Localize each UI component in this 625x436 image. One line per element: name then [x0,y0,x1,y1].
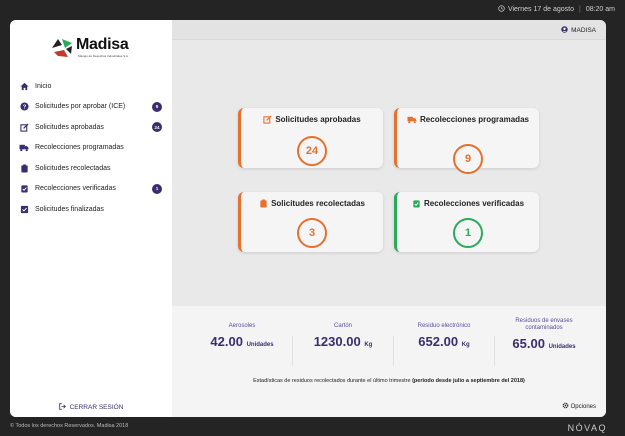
clipboard-check-icon [412,199,421,210]
sidebar-item-solicitudes-por-aprobar[interactable]: ? Solicitudes por aprobar (ICE) 9 [10,97,172,118]
home-icon [19,81,29,91]
stat-label: Aerosoles [228,323,256,329]
count-badge: 24 [152,122,162,132]
stat-unit: Kg [461,342,470,348]
top-bar: Viernes 17 de agosto | 08:20 am [0,0,625,20]
logout-button[interactable]: CERRAR SESIÓN [10,401,172,413]
vendor-logo: NÓVAQ [567,423,607,433]
card-count: 9 [453,144,483,174]
stat-residuo-electronico: Residuo electrónico 652.00 Kg [394,323,494,349]
clock-icon [498,5,505,14]
card-count: 3 [297,218,327,248]
sidebar-menu: Inicio ? Solicitudes por aprobar (ICE) 9… [10,76,172,220]
stat-unit: Unidades [548,344,576,350]
sidebar-item-recolecciones-programadas[interactable]: Recolecciones programadas [10,138,172,159]
sidebar-item-label: Recolecciones programadas [35,144,124,152]
card-title: Solicitudes aprobadas [275,115,361,124]
options-button[interactable]: Opciones [562,402,596,411]
edit-icon [263,115,272,126]
date-text: Viernes 17 de agosto [507,6,574,13]
clipboard-icon [259,199,268,210]
sidebar-item-inicio[interactable]: Inicio [10,76,172,97]
stat-aerosoles: Aerosoles 42.00 Unidades [192,323,292,349]
check-square-icon [19,204,29,214]
edit-icon [19,122,29,132]
stat-label: Cartón [333,323,352,329]
truck-icon [407,115,417,126]
stat-unit: Unidades [246,342,274,348]
clipboard-icon [19,163,29,173]
user-bar: MADISA [172,20,606,40]
card-count: 1 [453,218,483,248]
brand-tagline: Manejo de Desechos Industriales S.A. [78,54,129,58]
logo: Madisa Manejo de Desechos Industriales S… [50,36,140,62]
logo-icon [52,39,72,57]
card-recolecciones-verificadas[interactable]: Recolecciones verificadas 1 [394,192,539,252]
app-frame: Madisa Manejo de Desechos Industriales S… [10,20,606,417]
card-title: Recolecciones verificadas [423,199,525,208]
card-solicitudes-recolectadas[interactable]: Solicitudes recolectadas 3 [238,192,383,252]
stat-envases-contaminados: Residuos de envases contaminados 65.00 U… [494,318,594,351]
stats-note: Estadísticas de residuos recolectados du… [253,378,525,384]
stat-value: 652.00 [418,334,459,349]
card-solicitudes-aprobadas[interactable]: Solicitudes aprobadas 24 [238,108,383,168]
stat-carton: Cartón 1230.00 Kg [293,323,393,349]
sidebar-item-solicitudes-aprobadas[interactable]: Solicitudes aprobadas 24 [10,117,172,138]
svg-text:?: ? [22,105,26,111]
datetime: Viernes 17 de agosto | 08:20 am [498,5,615,14]
sidebar-item-solicitudes-finalizadas[interactable]: Solicitudes finalizadas [10,199,172,220]
sidebar-item-recolecciones-verificadas[interactable]: Recolecciones verificadas 1 [10,179,172,200]
stat-label: Residuos de envases contaminados [515,318,573,331]
truck-icon [19,143,29,153]
count-badge: 9 [152,101,162,112]
logout-label: CERRAR SESIÓN [69,403,124,411]
stat-value: 1230.00 [313,334,361,349]
sidebar-item-solicitudes-recolectadas[interactable]: Solicitudes recolectadas [10,158,172,179]
card-title: Solicitudes recolectadas [271,199,365,208]
sidebar-item-label: Solicitudes aprobadas [35,123,104,131]
time-text: 08:20 am [585,6,615,13]
count-badge: 1 [152,183,162,194]
stat-value: 42.00 [210,334,243,349]
card-recolecciones-programadas[interactable]: Recolecciones programadas 9 [394,108,539,174]
question-icon: ? [19,102,29,112]
stat-label: Residuo electrónico [417,323,471,329]
sidebar-item-label: Solicitudes recolectadas [35,164,111,172]
gear-icon [562,402,569,411]
card-count: 24 [297,136,327,166]
stats-period: (periodo desde julio a septiembre del 20… [412,378,525,384]
stat-unit: Kg [364,342,373,348]
user-icon [561,26,568,35]
card-title: Recolecciones programadas [420,115,529,124]
user-menu[interactable]: MADISA [561,26,596,35]
stat-value: 65.00 [512,336,545,351]
stats-panel: Aerosoles 42.00 Unidades Cartón 1230.00 … [172,306,606,417]
brand-name: Madisa [76,36,129,53]
sidebar-item-label: Solicitudes por aprobar (ICE) [35,103,126,111]
sidebar-item-label: Solicitudes finalizadas [35,205,104,213]
sign-out-icon [58,402,66,412]
sidebar-item-label: Inicio [35,82,52,90]
footer-copyright: © Todos los derechos Reservados. Madisa … [10,423,129,429]
sidebar: Madisa Manejo de Desechos Industriales S… [10,20,172,417]
main-content: MADISA Solicitudes aprobadas 24 Recolecc… [172,20,606,417]
sidebar-item-label: Recolecciones verificadas [35,185,116,193]
user-name: MADISA [571,27,596,34]
clipboard-check-icon [19,184,29,194]
options-label: Opciones [570,403,596,410]
